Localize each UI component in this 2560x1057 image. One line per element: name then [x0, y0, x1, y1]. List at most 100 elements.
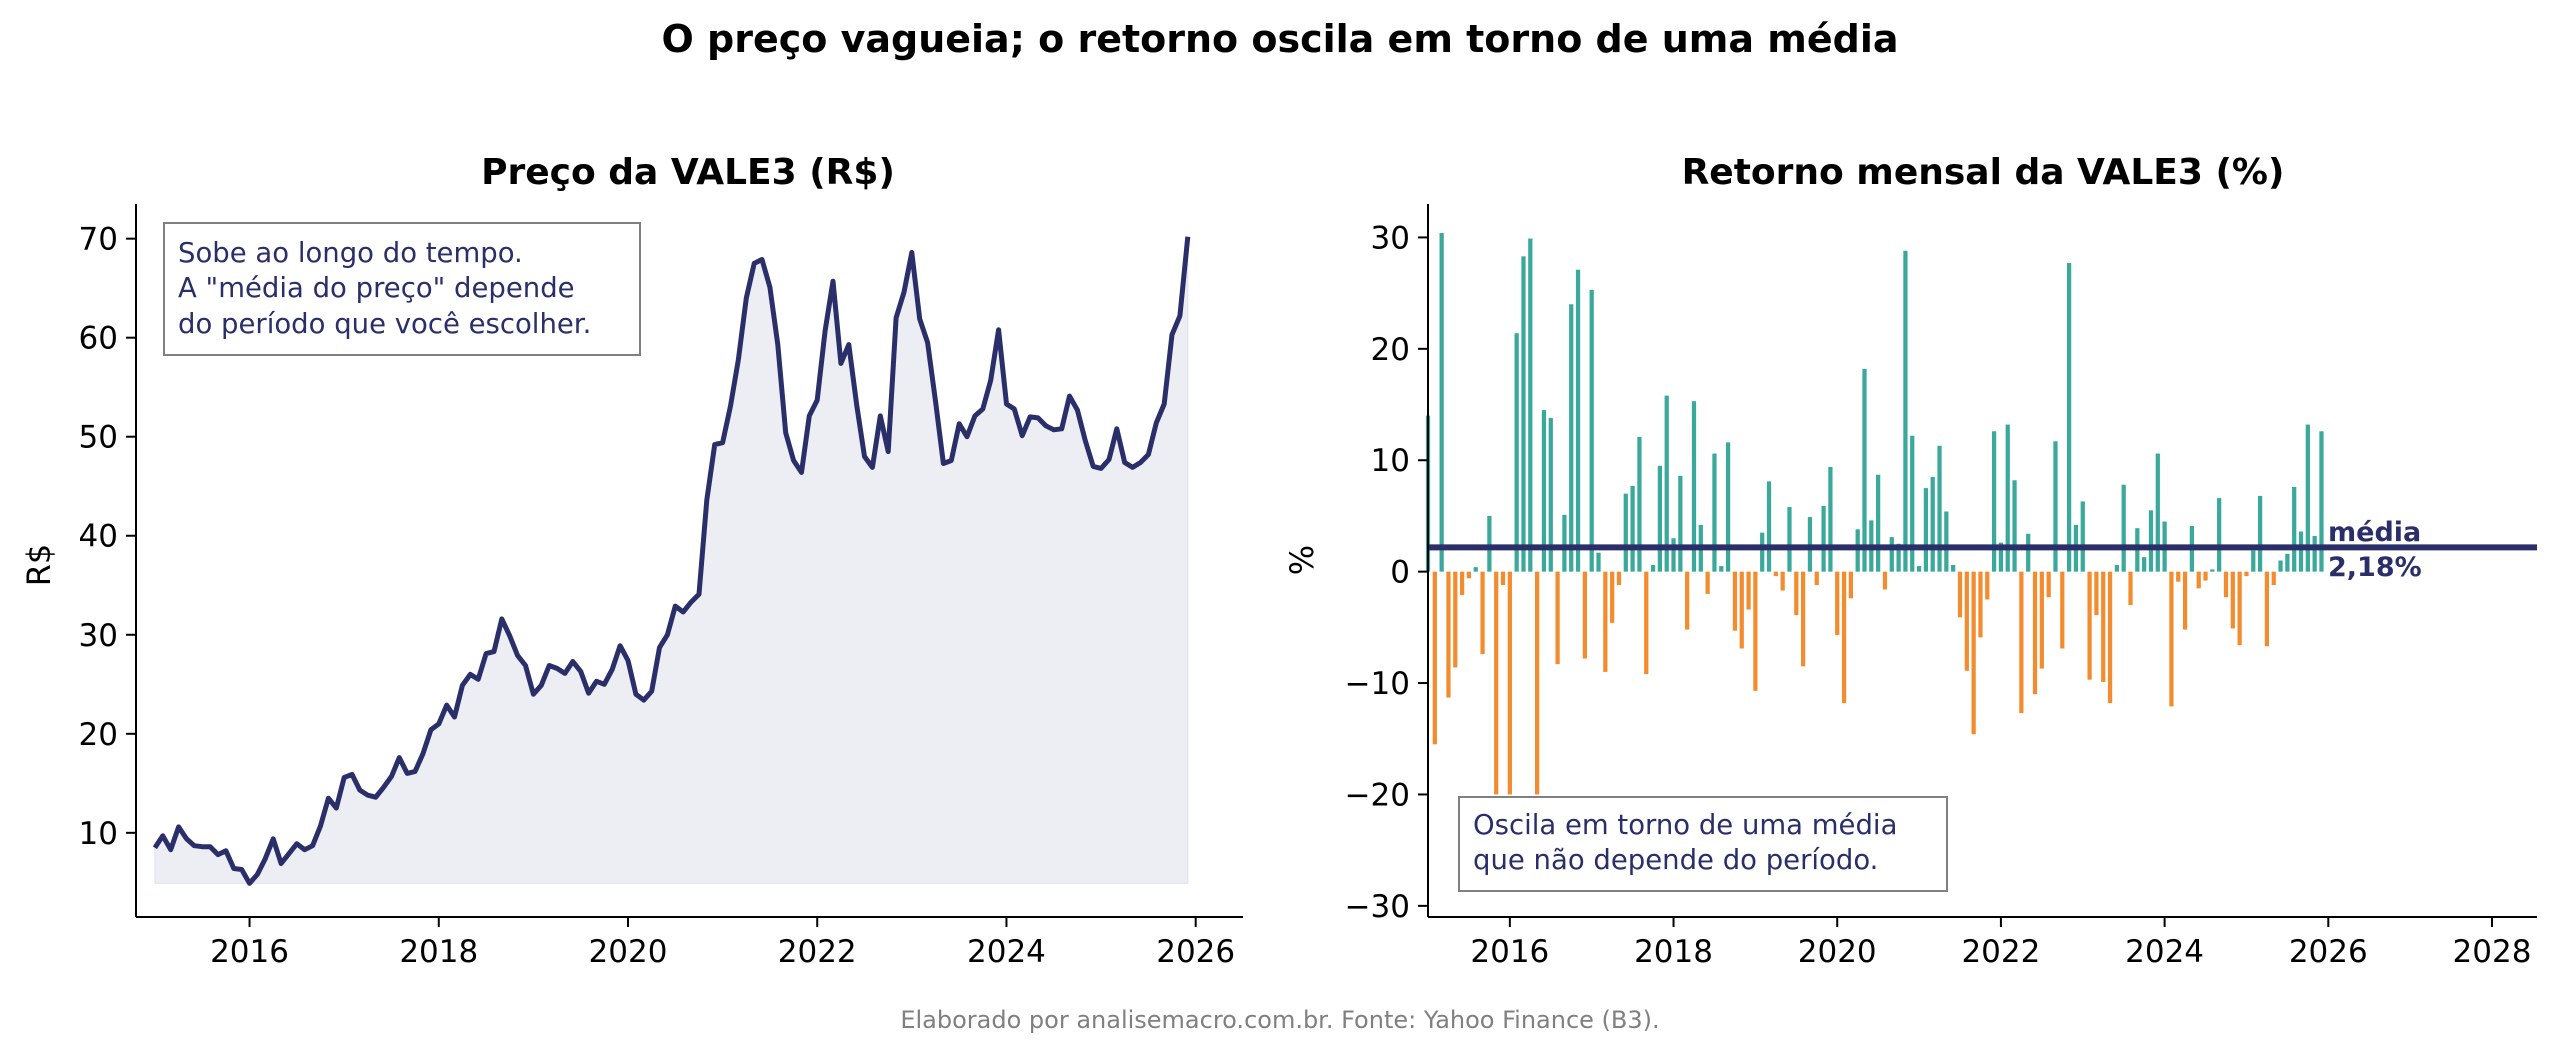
price-panel: Preço da VALE3 (R$) R$ 2016 2018 2020 2022 2… [20, 152, 1243, 970]
return-bar [2142, 557, 2147, 572]
returns-x-tick-label: 2016 [1470, 934, 1549, 970]
price-x-axis: 2016 2018 2020 2022 2024 2026 [210, 917, 1235, 970]
return-bar [1473, 567, 1478, 572]
return-bar [1889, 537, 1894, 572]
return-bar [1685, 571, 1690, 630]
return-bar [1896, 543, 1901, 572]
return-bar [1494, 571, 1499, 795]
return-bar [1753, 571, 1758, 691]
returns-y-axis: −30 −20 −10 0 10 20 30 [1345, 220, 1428, 925]
mean-label-word: média [2328, 517, 2421, 548]
return-bar [1835, 571, 1840, 636]
returns-y-tick-label: −30 [1345, 889, 1410, 925]
returns-y-tick-label: 0 [1390, 555, 1410, 591]
return-bar [2169, 571, 2174, 707]
price-x-tick-label: 2020 [589, 934, 668, 970]
return-bar [2053, 441, 2058, 572]
returns-y-tick-label: −10 [1345, 666, 1410, 702]
price-chart-title: Preço da VALE3 (R$) [481, 152, 895, 193]
returns-y-axis-label: % [1283, 545, 1321, 575]
price-y-axis: 10 20 30 40 50 60 70 [79, 222, 136, 852]
return-bar [1862, 368, 1867, 572]
return-bar [1541, 410, 1547, 572]
return-bar [1930, 476, 1935, 572]
return-bar [2298, 531, 2304, 572]
return-bar [1678, 475, 1683, 572]
return-bar [2101, 571, 2106, 682]
return-bar [1439, 232, 1444, 572]
return-bar [1991, 431, 1997, 572]
returns-bars [1425, 232, 2324, 795]
return-bar [2046, 571, 2051, 598]
return-bar [1555, 571, 1560, 665]
returns-annotation-line-2: que não depende do período. [1473, 844, 1878, 876]
returns-x-axis: 2016 2018 2020 2022 2024 2026 2028 [1470, 917, 2531, 970]
return-bar [1807, 517, 1813, 572]
return-bar [2080, 501, 2085, 572]
return-bar [1957, 571, 1963, 618]
return-bar [1616, 571, 1622, 586]
returns-panel: Retorno mensal da VALE3 (%) % 2016 2018 20… [1283, 152, 2537, 970]
return-bar [1528, 238, 1533, 572]
return-bar [1575, 269, 1581, 572]
returns-x-tick-label: 2020 [1798, 934, 1877, 970]
returns-annotation: Oscila em torno de uma média que não dep… [1458, 796, 1948, 892]
return-bar [2278, 560, 2283, 572]
return-bar [1814, 571, 1819, 586]
returns-annotation-box [1458, 796, 1948, 892]
return-bar [2292, 486, 2297, 572]
return-bar [1500, 571, 1506, 586]
return-bar [1664, 395, 1669, 572]
return-bar [2121, 484, 2126, 572]
return-bar [1548, 417, 1553, 572]
return-bar [2264, 571, 2270, 647]
returns-x-tick-label: 2018 [1634, 934, 1713, 970]
return-bar [1480, 571, 1485, 655]
return-bar [2039, 571, 2044, 669]
price-x-tick-label: 2016 [210, 934, 289, 970]
price-y-tick-label: 70 [79, 222, 118, 258]
price-y-tick-label: 30 [79, 618, 118, 654]
return-bar [2032, 571, 2038, 695]
return-bar [1657, 465, 1663, 572]
price-y-tick-label: 10 [79, 816, 118, 852]
return-bar [2319, 431, 2324, 572]
mean-label-value: 2,18% [2328, 552, 2422, 583]
return-bar [1569, 304, 1574, 572]
return-bar [1794, 571, 1799, 616]
price-annotation: Sobe ao longo do tempo. A "média do preç… [163, 222, 641, 356]
return-bar [2210, 569, 2215, 572]
return-bar [1903, 250, 1908, 572]
returns-y-tick-label: 20 [1371, 332, 1410, 368]
returns-x-tick-label: 2028 [2453, 934, 2532, 970]
return-bar [1916, 566, 1922, 572]
return-bar [2223, 571, 2229, 598]
return-bar [1514, 333, 1519, 572]
return-bar [2019, 571, 2024, 714]
price-annotation-line-3: do período que você escolher. [178, 308, 591, 340]
return-bar [2182, 571, 2188, 630]
return-bar [1446, 571, 1451, 698]
return-bar [1459, 571, 1465, 596]
return-bar [1453, 571, 1458, 668]
return-bar [2114, 564, 2119, 572]
return-bar [1760, 532, 1765, 572]
return-bar [1841, 571, 1847, 704]
return-bar [1691, 401, 1697, 572]
return-bar [1739, 571, 1744, 649]
price-x-tick-label: 2018 [399, 934, 478, 970]
return-bar [1787, 507, 1792, 572]
return-bar [2026, 533, 2031, 572]
return-bar [2094, 571, 2099, 616]
figure-title: O preço vagueia; o retorno oscila em tor… [661, 17, 1898, 61]
return-bar [2251, 550, 2256, 572]
return-bar [2067, 263, 2072, 572]
price-x-tick-label: 2022 [778, 934, 857, 970]
return-bar [1876, 474, 1881, 572]
return-bar [1978, 571, 1983, 638]
return-bar [1637, 436, 1642, 572]
price-y-tick-label: 60 [79, 321, 118, 357]
price-annotation-line-1: Sobe ao longo do tempo. [178, 237, 523, 269]
return-bar [2271, 571, 2276, 586]
return-bar [2155, 453, 2160, 572]
